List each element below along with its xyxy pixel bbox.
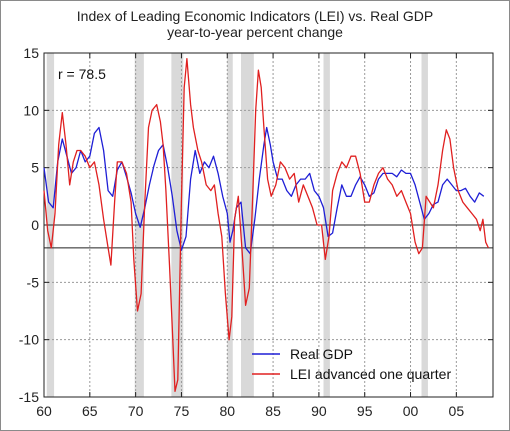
- legend-label: Real GDP: [290, 346, 353, 362]
- y-tick-label: -5: [27, 274, 40, 290]
- y-tick-label: -10: [19, 332, 39, 348]
- x-tick-label: 90: [311, 403, 327, 419]
- x-tick-label: 05: [449, 403, 465, 419]
- legend-label: LEI advanced one quarter: [290, 366, 451, 382]
- y-tick-label: 0: [31, 217, 39, 233]
- y-tick-label: 15: [23, 45, 39, 61]
- x-tick-label: 85: [265, 403, 281, 419]
- x-tick-label: 75: [174, 403, 190, 419]
- y-tick-label: 5: [31, 160, 39, 176]
- x-tick-label: 60: [36, 403, 52, 419]
- y-tick-label: -15: [19, 389, 39, 405]
- x-tick-label: 95: [357, 403, 373, 419]
- x-tick-label: 70: [128, 403, 144, 419]
- x-tick-label: 65: [82, 403, 98, 419]
- correlation-annotation: r = 78.5: [58, 66, 106, 82]
- series-line-real-gdp: [43, 126, 485, 255]
- chart-subtitle: year-to-year percent change: [167, 24, 343, 40]
- series-line-lei: [43, 58, 489, 392]
- chart-title: Index of Leading Economic Indicators (LE…: [76, 8, 434, 24]
- x-tick-label: 80: [219, 403, 235, 419]
- x-tick-label: 00: [403, 403, 419, 419]
- y-tick-label: 10: [23, 102, 39, 118]
